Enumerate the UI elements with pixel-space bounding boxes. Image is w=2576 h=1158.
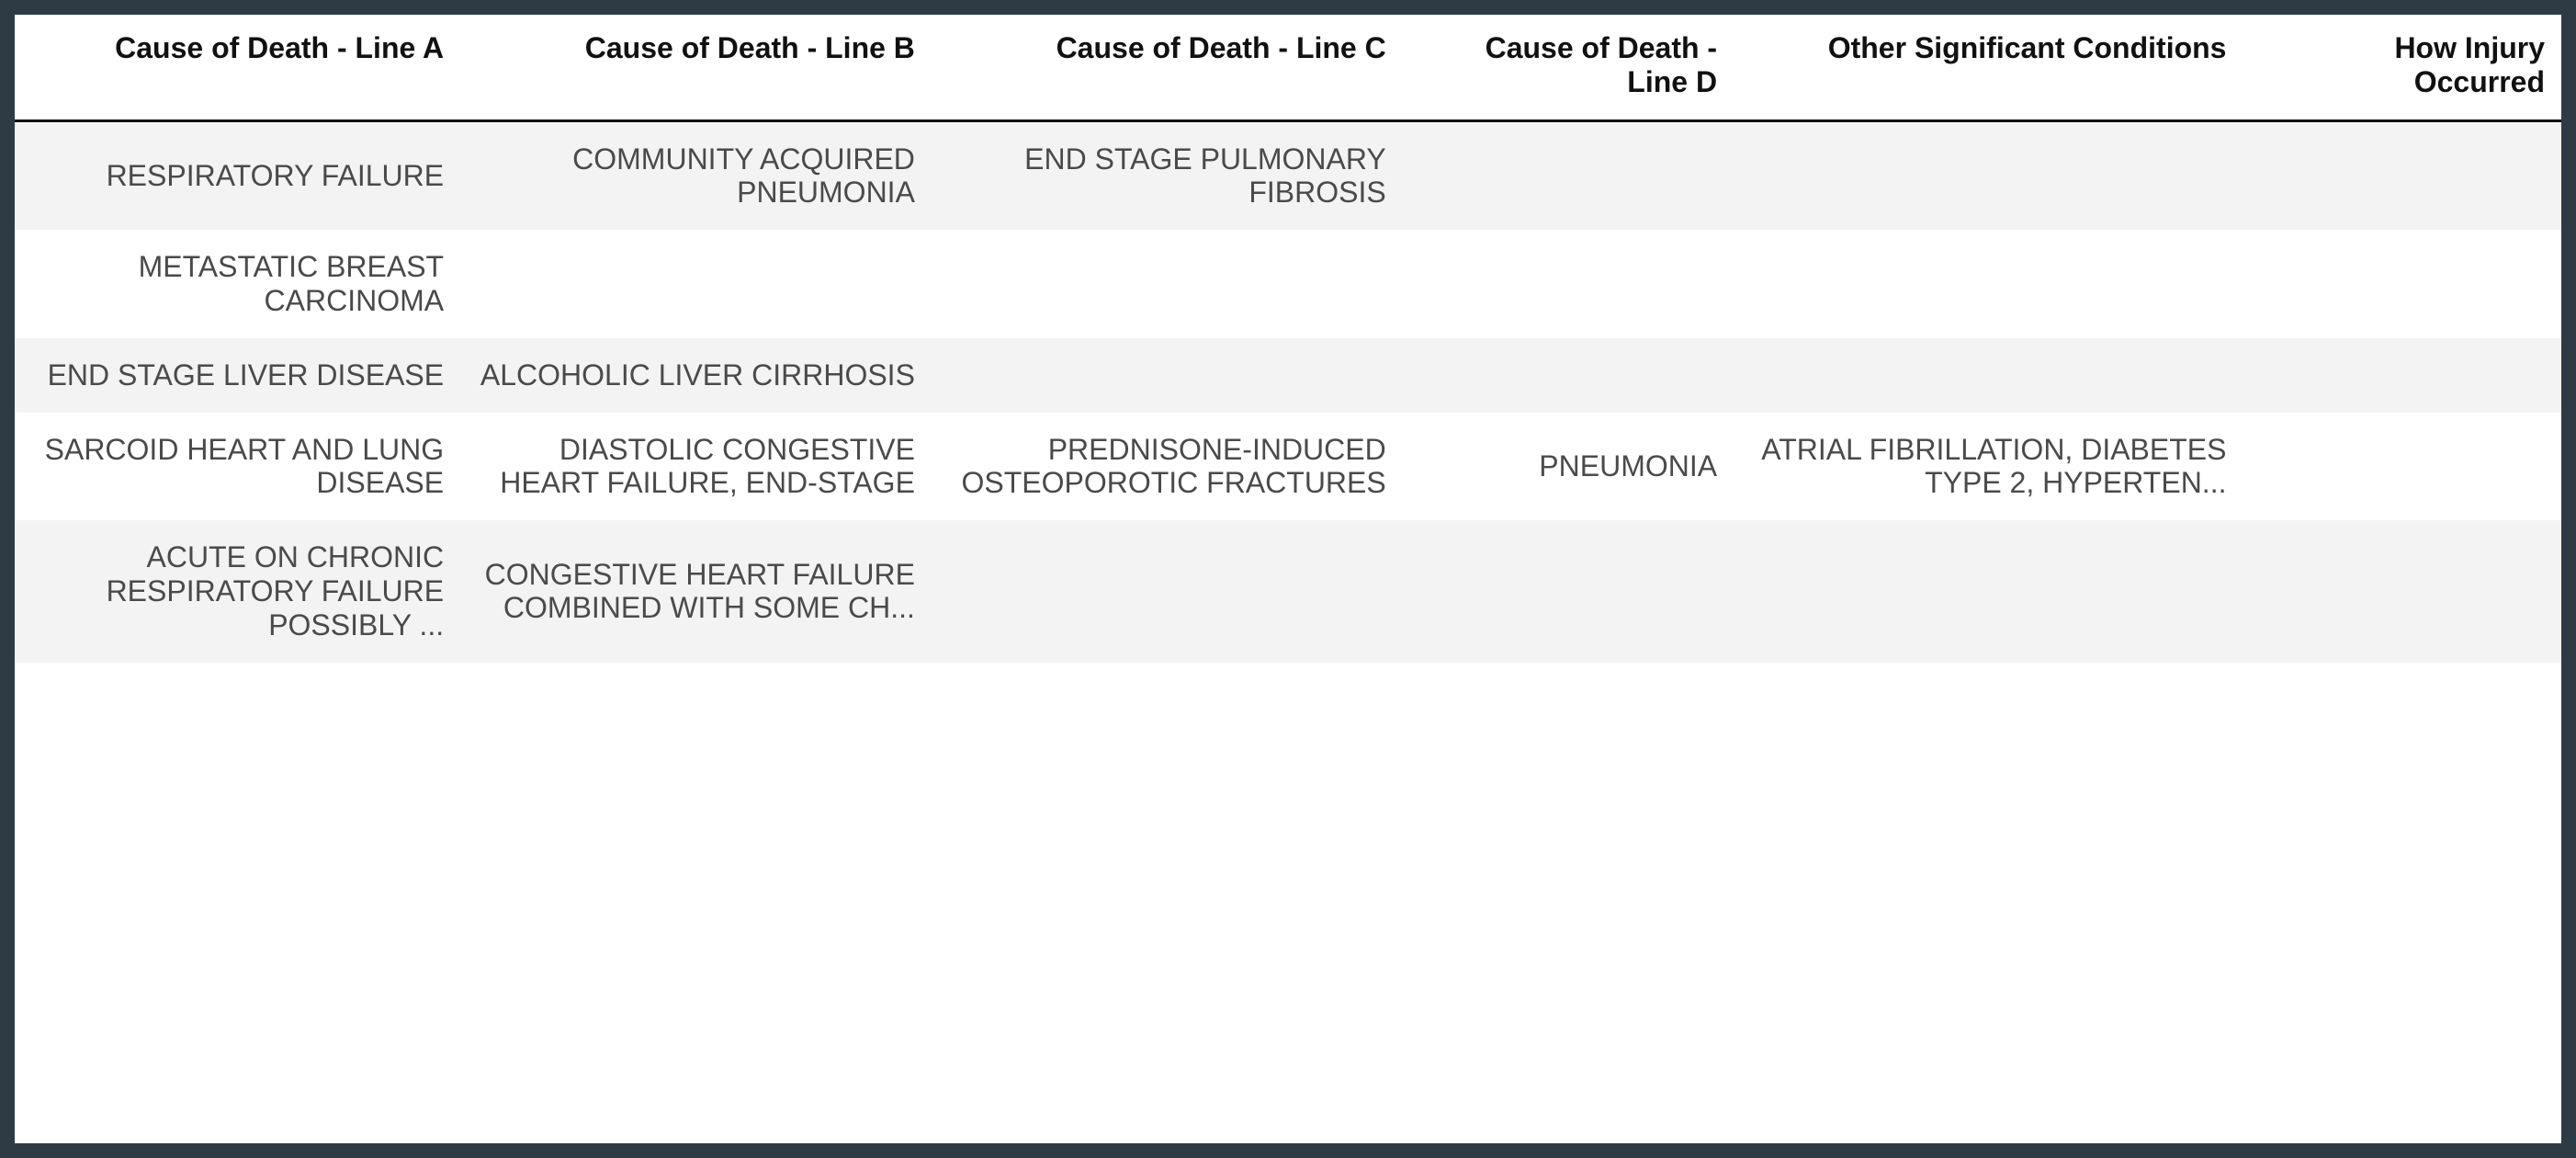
- cell-other-conditions: ATRIAL FIBRILLATION, DIABETES TYPE 2, HY…: [1734, 413, 2243, 521]
- death-cause-table-frame: Cause of Death - Line A Cause of Death -…: [15, 15, 2561, 1143]
- cell-line-c: [932, 230, 1403, 338]
- cell-other-conditions: [1734, 338, 2243, 413]
- cell-line-a: METASTATIC BREAST CARCINOMA: [15, 230, 460, 338]
- cell-how-injury: [2243, 413, 2561, 521]
- cell-line-d: [1403, 338, 1734, 413]
- table-body: RESPIRATORY FAILURE COMMUNITY ACQUIRED P…: [15, 120, 2561, 662]
- cell-line-c: [932, 520, 1403, 662]
- cell-line-b: CONGESTIVE HEART FAILURE COMBINED WITH S…: [460, 520, 932, 662]
- table-row: END STAGE LIVER DISEASE ALCOHOLIC LIVER …: [15, 338, 2561, 413]
- cell-line-b: [460, 230, 932, 338]
- cell-line-d: [1403, 120, 1734, 230]
- cell-line-d: PNEUMONIA: [1403, 413, 1734, 521]
- cell-line-c: [932, 338, 1403, 413]
- cell-line-d: [1403, 520, 1734, 662]
- col-header-line-b: Cause of Death - Line B: [460, 15, 932, 120]
- table-row: ACUTE ON CHRONIC RESPIRATORY FAILURE POS…: [15, 520, 2561, 662]
- col-header-line-c: Cause of Death - Line C: [932, 15, 1403, 120]
- cell-line-a: RESPIRATORY FAILURE: [15, 120, 460, 230]
- cell-other-conditions: [1734, 120, 2243, 230]
- col-header-line-a: Cause of Death - Line A: [15, 15, 460, 120]
- cell-how-injury: [2243, 230, 2561, 338]
- cell-how-injury: [2243, 338, 2561, 413]
- col-header-line-d: Cause of Death - Line D: [1403, 15, 1734, 120]
- table-header: Cause of Death - Line A Cause of Death -…: [15, 15, 2561, 120]
- cell-other-conditions: [1734, 230, 2243, 338]
- cell-line-a: END STAGE LIVER DISEASE: [15, 338, 460, 413]
- cell-other-conditions: [1734, 520, 2243, 662]
- cell-line-a: ACUTE ON CHRONIC RESPIRATORY FAILURE POS…: [15, 520, 460, 662]
- cell-line-b: ALCOHOLIC LIVER CIRRHOSIS: [460, 338, 932, 413]
- cell-line-a: SARCOID HEART AND LUNG DISEASE: [15, 413, 460, 521]
- death-cause-table: Cause of Death - Line A Cause of Death -…: [15, 15, 2561, 663]
- cell-how-injury: [2243, 520, 2561, 662]
- cell-how-injury: [2243, 120, 2561, 230]
- cell-line-b: COMMUNITY ACQUIRED PNEUMONIA: [460, 120, 932, 230]
- col-header-other-conditions: Other Significant Conditions: [1734, 15, 2243, 120]
- table-row: METASTATIC BREAST CARCINOMA: [15, 230, 2561, 338]
- cell-line-d: [1403, 230, 1734, 338]
- col-header-how-injury: How Injury Occurred: [2243, 15, 2561, 120]
- table-row: SARCOID HEART AND LUNG DISEASE DIASTOLIC…: [15, 413, 2561, 521]
- table-row: RESPIRATORY FAILURE COMMUNITY ACQUIRED P…: [15, 120, 2561, 230]
- cell-line-c: PREDNISONE-INDUCED OSTEOPOROTIC FRACTURE…: [932, 413, 1403, 521]
- cell-line-c: END STAGE PULMONARY FIBROSIS: [932, 120, 1403, 230]
- cell-line-b: DIASTOLIC CONGESTIVE HEART FAILURE, END-…: [460, 413, 932, 521]
